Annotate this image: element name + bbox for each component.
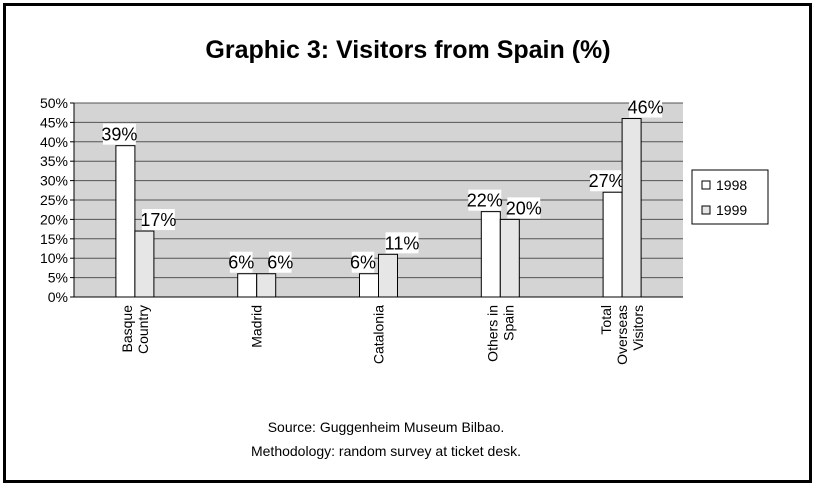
x-category-label: Basque bbox=[119, 305, 135, 353]
x-category-label: Total bbox=[598, 305, 614, 335]
data-label: 11% bbox=[385, 233, 420, 253]
data-label-bg bbox=[102, 123, 136, 145]
x-category-label: Madrid bbox=[249, 305, 265, 348]
y-tick-label: 50% bbox=[40, 95, 68, 111]
x-category-label: Catalonia bbox=[371, 305, 387, 364]
data-label-bg bbox=[351, 251, 375, 273]
legend-box bbox=[691, 169, 769, 225]
data-label-bg bbox=[590, 170, 624, 192]
methodology-note: Methodology: random survey at ticket des… bbox=[251, 443, 521, 459]
x-category-label: Visitors bbox=[630, 305, 646, 351]
y-tick-label: 20% bbox=[40, 211, 68, 227]
legend-swatch bbox=[701, 180, 711, 190]
data-label-bg bbox=[629, 96, 663, 118]
data-label-bg bbox=[229, 251, 253, 273]
chart-title: Graphic 3: Visitors from Spain (%) bbox=[205, 36, 610, 64]
legend-swatch bbox=[701, 205, 711, 215]
y-tick-label: 25% bbox=[40, 192, 68, 208]
bar-1998 bbox=[480, 211, 501, 298]
data-label-bg bbox=[268, 251, 292, 273]
bar-1998 bbox=[115, 145, 136, 298]
x-category-label: Others in bbox=[484, 305, 500, 362]
data-label-bg bbox=[507, 197, 541, 219]
data-label: 6% bbox=[267, 253, 293, 273]
bar-1999 bbox=[134, 230, 155, 298]
y-tick-label: 30% bbox=[40, 173, 68, 189]
data-label: 20% bbox=[506, 198, 542, 218]
data-label: 27% bbox=[589, 171, 625, 191]
y-tick-label: 10% bbox=[40, 250, 68, 266]
data-label-bg bbox=[468, 189, 502, 211]
bar-1999 bbox=[378, 253, 398, 298]
data-label: 17% bbox=[140, 210, 176, 230]
data-label: 6% bbox=[228, 253, 254, 273]
data-label: 22% bbox=[467, 191, 503, 211]
legend-label: 1999 bbox=[716, 202, 747, 218]
x-category-label: Overseas bbox=[614, 305, 630, 365]
bar-1999 bbox=[499, 218, 520, 298]
y-tick-label: 15% bbox=[40, 231, 68, 247]
legend-label: 1998 bbox=[716, 177, 747, 193]
y-tick-label: 40% bbox=[40, 134, 68, 150]
y-tick-label: 35% bbox=[40, 153, 68, 169]
legend: 1998 1999 bbox=[691, 169, 769, 225]
bar-1998 bbox=[359, 273, 379, 298]
source-note: Source: Guggenheim Museum Bilbao. bbox=[268, 419, 505, 435]
x-category-label: Spain bbox=[500, 305, 516, 341]
x-category-label: Country bbox=[135, 305, 151, 354]
data-label: 39% bbox=[101, 125, 137, 145]
bar-1999 bbox=[256, 273, 277, 298]
plot-area: 0% 5% 10% 15% 20% 25% 30% 35% 40% 45% 50% 39% 17% Bas… bbox=[40, 95, 683, 365]
data-label-bg bbox=[141, 209, 175, 231]
y-tick-label: 0% bbox=[48, 289, 68, 305]
bar-1998 bbox=[237, 273, 258, 298]
bar-1999 bbox=[621, 118, 642, 298]
y-tick-label: 5% bbox=[48, 270, 68, 286]
data-label: 6% bbox=[350, 253, 376, 273]
y-tick-label: 45% bbox=[40, 114, 68, 130]
data-label: 46% bbox=[628, 98, 664, 118]
bar-1998 bbox=[602, 191, 623, 298]
data-label-bg bbox=[385, 232, 419, 254]
